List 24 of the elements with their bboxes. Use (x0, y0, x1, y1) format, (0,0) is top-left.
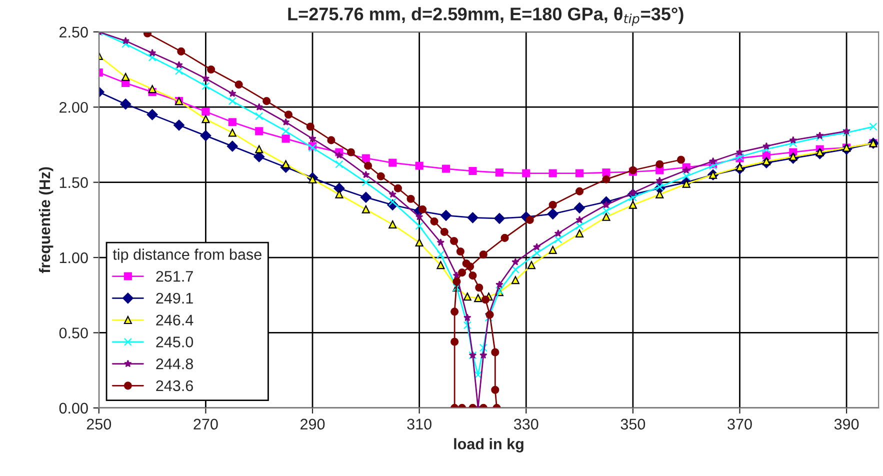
y-axis-title: frequentie (Hz) (38, 167, 54, 274)
x-tick-label: 250 (86, 418, 112, 430)
y-tick-label: 1.50 (60, 177, 88, 188)
legend-label: 249.1 (156, 292, 193, 304)
x-tick-label: 270 (194, 418, 218, 430)
x-tick-label: 290 (300, 418, 325, 430)
legend-label: 243.6 (156, 380, 193, 392)
x-tick-label: 330 (514, 418, 538, 430)
legend-label: 244.8 (156, 358, 193, 370)
legend-label: 246.4 (156, 314, 194, 326)
legend-label: 251.7 (156, 270, 193, 282)
x-tick-label: 350 (620, 418, 646, 430)
x-tick-label: 310 (407, 418, 432, 430)
x-axis-title: load in kg (454, 438, 524, 452)
y-tick-label: 2.50 (60, 26, 88, 38)
y-tick-label: 0.50 (59, 328, 88, 338)
legend-label: 245.0 (156, 336, 194, 348)
x-tick-label: 390 (834, 418, 859, 430)
chart-title: L=275.76 mm, d=2.59mm, E=180 GPa, θ$_{tip}$=35°) (288, 7, 684, 26)
y-tick-label: 0.00 (59, 402, 88, 414)
y-tick-label: 1.00 (60, 252, 88, 264)
x-tick-label: 370 (728, 418, 752, 430)
y-tick-label: 2.00 (60, 102, 88, 113)
legend-title: tip distance from base (112, 248, 262, 263)
